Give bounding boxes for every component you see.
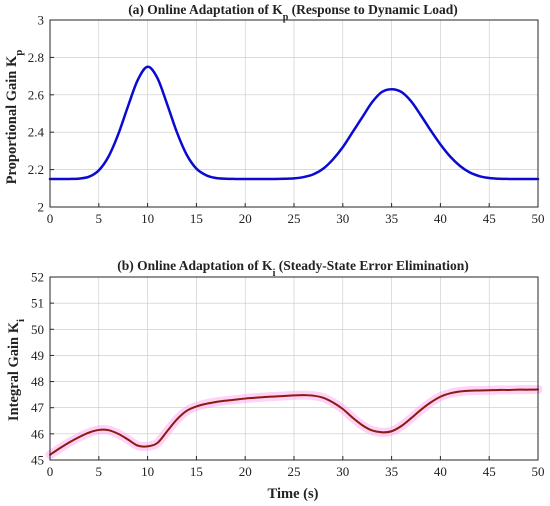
panel-a-title-sub: p [283,12,289,23]
panel-a-xtick-label: 10 [141,211,154,226]
panel-b-ticks: 0 5 10 15 20 25 30 35 40 45 50 45 46 47 48 49 50 51 52 [31,270,545,480]
panel-a-xtick-label: 40 [434,211,447,226]
panel-a-xtick-label: 25 [288,211,301,226]
panel-b-ki-line [49,388,539,456]
panel-a-title: (a) Online Adaptation of Kp (Response to… [128,2,458,23]
panel-b-title-tail: (Steady-State Error Elimination) [275,258,468,273]
panel-a-xtick-label: 5 [96,211,103,226]
panel-a-xtick-label: 50 [532,211,545,226]
panel-b-xtick-label: 15 [190,464,203,479]
panel-a-xtick-label: 35 [385,211,398,226]
panel-a-ytick-label: 2.4 [28,125,45,140]
panel-a-ylabel-sub: p [13,50,25,56]
panel-b-xtick-label: 25 [288,464,301,479]
panel-b-ytick-label: 45 [31,453,44,468]
panel-b-ytick-label: 50 [31,322,44,337]
panel-b: (b) Online Adaptation of Ki (Steady-Stat… [6,258,545,502]
panel-a-ytick-label: 2.2 [28,162,44,177]
panel-b-ytick-label: 46 [31,426,45,441]
panel-b-ytick-label: 47 [31,400,45,415]
panel-a-ylabel: Proportional Gain Kp [4,50,25,185]
panel-b-xtick-label: 35 [385,464,398,479]
panel-a-ticks: 0 5 10 15 20 25 30 35 40 45 50 2 2.2 2.4 2.6 2.8 3 [28,13,545,227]
panel-a-xtick-label: 0 [47,211,54,226]
panel-b-xtick-label: 0 [47,464,54,479]
panel-a-ytick-label: 3 [38,13,45,28]
panel-b-ytick-label: 51 [31,296,44,311]
panel-a: (a) Online Adaptation of Kp (Response to… [4,2,545,226]
panel-b-xtick-label: 30 [336,464,349,479]
panel-b-xtick-label: 5 [96,464,103,479]
panel-a-title-tail: (Response to Dynamic Load) [288,2,458,17]
panel-a-xtick-label: 15 [190,211,203,226]
panel-b-title: (b) Online Adaptation of Ki (Steady-Stat… [117,258,468,279]
panel-b-xtick-label: 10 [141,464,154,479]
panel-a-ytick-label: 2.8 [28,50,44,65]
panel-b-ylabel-sub: i [15,319,27,322]
panel-b-ytick-label: 52 [31,270,44,285]
panel-a-xtick-label: 30 [336,211,349,226]
panel-a-ytick-label: 2.6 [28,87,45,102]
panel-a-xtick-label: 45 [483,211,496,226]
panel-b-ylabel: Integral Gain Ki [6,319,27,421]
panel-a-xtick-label: 20 [239,211,252,226]
panel-b-ylabel-main: Integral Gain K [6,321,22,421]
panel-b-ytick-label: 49 [31,348,44,363]
panel-b-xtick-label: 50 [532,464,545,479]
panel-b-title-sub: i [273,268,276,279]
panel-a-kp-line [48,65,540,181]
panel-b-ytick-label: 48 [31,374,44,389]
panel-a-title-main: (a) Online Adaptation of K [128,2,283,17]
panel-a-ytick-label: 2 [38,200,45,215]
panel-b-xtick-label: 40 [434,464,447,479]
panel-b-title-main: (b) Online Adaptation of K [117,258,273,273]
panel-b-xlabel: Time (s) [268,486,319,502]
panel-b-xtick-label: 20 [239,464,252,479]
panel-b-xtick-label: 45 [483,464,496,479]
panel-a-ylabel-main: Proportional Gain K [4,55,20,184]
